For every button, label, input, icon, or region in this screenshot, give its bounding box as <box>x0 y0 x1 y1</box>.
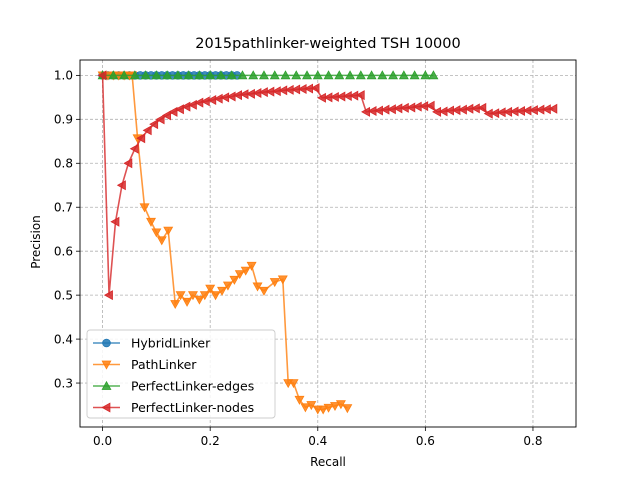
chart-title: 2015pathlinker-weighted TSH 10000 <box>195 36 461 52</box>
y-tick-label: 0.6 <box>54 244 73 258</box>
legend-marker <box>103 339 111 347</box>
legend-label: PathLinker <box>131 357 197 372</box>
y-tick-label: 0.9 <box>54 113 73 127</box>
y-tick-label: 0.4 <box>54 332 73 346</box>
y-tick-label: 0.8 <box>54 157 73 171</box>
legend-label: PerfectLinker-edges <box>131 379 254 394</box>
legend-label: HybridLinker <box>131 336 211 351</box>
y-tick-label: 0.3 <box>54 376 73 390</box>
y-tick-label: 1.0 <box>54 69 73 83</box>
x-tick-label: 0.0 <box>93 434 112 448</box>
y-tick-label: 0.5 <box>54 288 73 302</box>
legend-label: PerfectLinker-nodes <box>131 400 254 415</box>
y-tick-label: 0.7 <box>54 201 73 215</box>
y-axis-label: Precision <box>29 215 43 269</box>
x-tick-label: 0.6 <box>416 434 435 448</box>
x-tick-label: 0.4 <box>308 434 327 448</box>
x-tick-label: 0.2 <box>201 434 220 448</box>
x-axis-label: Recall <box>310 455 346 469</box>
legend: HybridLinker PathLinker PerfectLinker-edge… <box>87 330 275 418</box>
x-tick-label: 0.8 <box>523 434 542 448</box>
